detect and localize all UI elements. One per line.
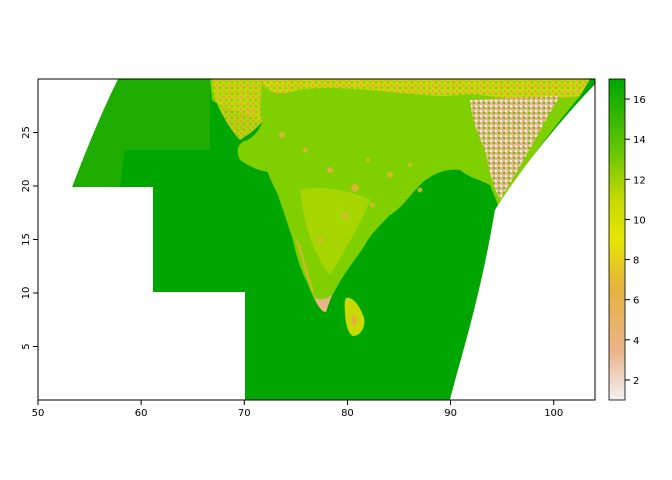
colorbar-tick-label: 14 — [633, 135, 646, 146]
y-tick-label: 15 — [21, 233, 32, 246]
colorbar-tick-label: 10 — [633, 215, 646, 226]
y-tick-label: 20 — [21, 180, 32, 193]
arabian-sea-north — [72, 79, 210, 187]
x-tick-label: 90 — [444, 408, 457, 419]
western-ghats — [295, 235, 316, 300]
y-axis: 5 10 15 20 25 — [21, 126, 38, 350]
plateau-speckles — [247, 109, 423, 243]
colorbar-tick-label: 2 — [633, 376, 639, 387]
sri-lanka-highland — [351, 314, 357, 327]
no-data-east — [450, 84, 595, 400]
raster-layer — [38, 79, 595, 400]
x-tick-label: 50 — [32, 408, 45, 419]
x-tick-label: 80 — [341, 408, 354, 419]
no-data-southwest — [38, 187, 245, 400]
colorbar-tick-label: 4 — [633, 336, 639, 347]
northwest-upland — [212, 79, 262, 140]
x-tick-label: 70 — [238, 408, 251, 419]
x-tick-label: 100 — [544, 408, 563, 419]
himalaya-band — [260, 79, 590, 99]
y-tick-label: 10 — [21, 287, 32, 300]
colorbar-legend: 2 4 6 8 10 12 14 16 — [608, 78, 646, 401]
y-tick-label: 25 — [21, 126, 32, 139]
x-axis: 50 60 70 80 90 100 — [32, 400, 563, 419]
colorbar-axis: 2 4 6 8 10 12 14 16 — [625, 95, 646, 387]
deccan-plateau — [300, 188, 370, 275]
northeast-hills — [470, 96, 560, 200]
no-data-west — [38, 79, 118, 187]
y-tick-label: 5 — [21, 343, 32, 349]
colorbar-tick-label: 8 — [633, 256, 639, 267]
colorbar-tick-label: 6 — [633, 296, 639, 307]
colorbar-tick-label: 16 — [633, 95, 646, 106]
x-tick-label: 60 — [135, 408, 148, 419]
southern-tip — [314, 295, 332, 312]
colorbar-ramp — [608, 78, 626, 401]
colorbar-tick-label: 12 — [633, 175, 646, 186]
